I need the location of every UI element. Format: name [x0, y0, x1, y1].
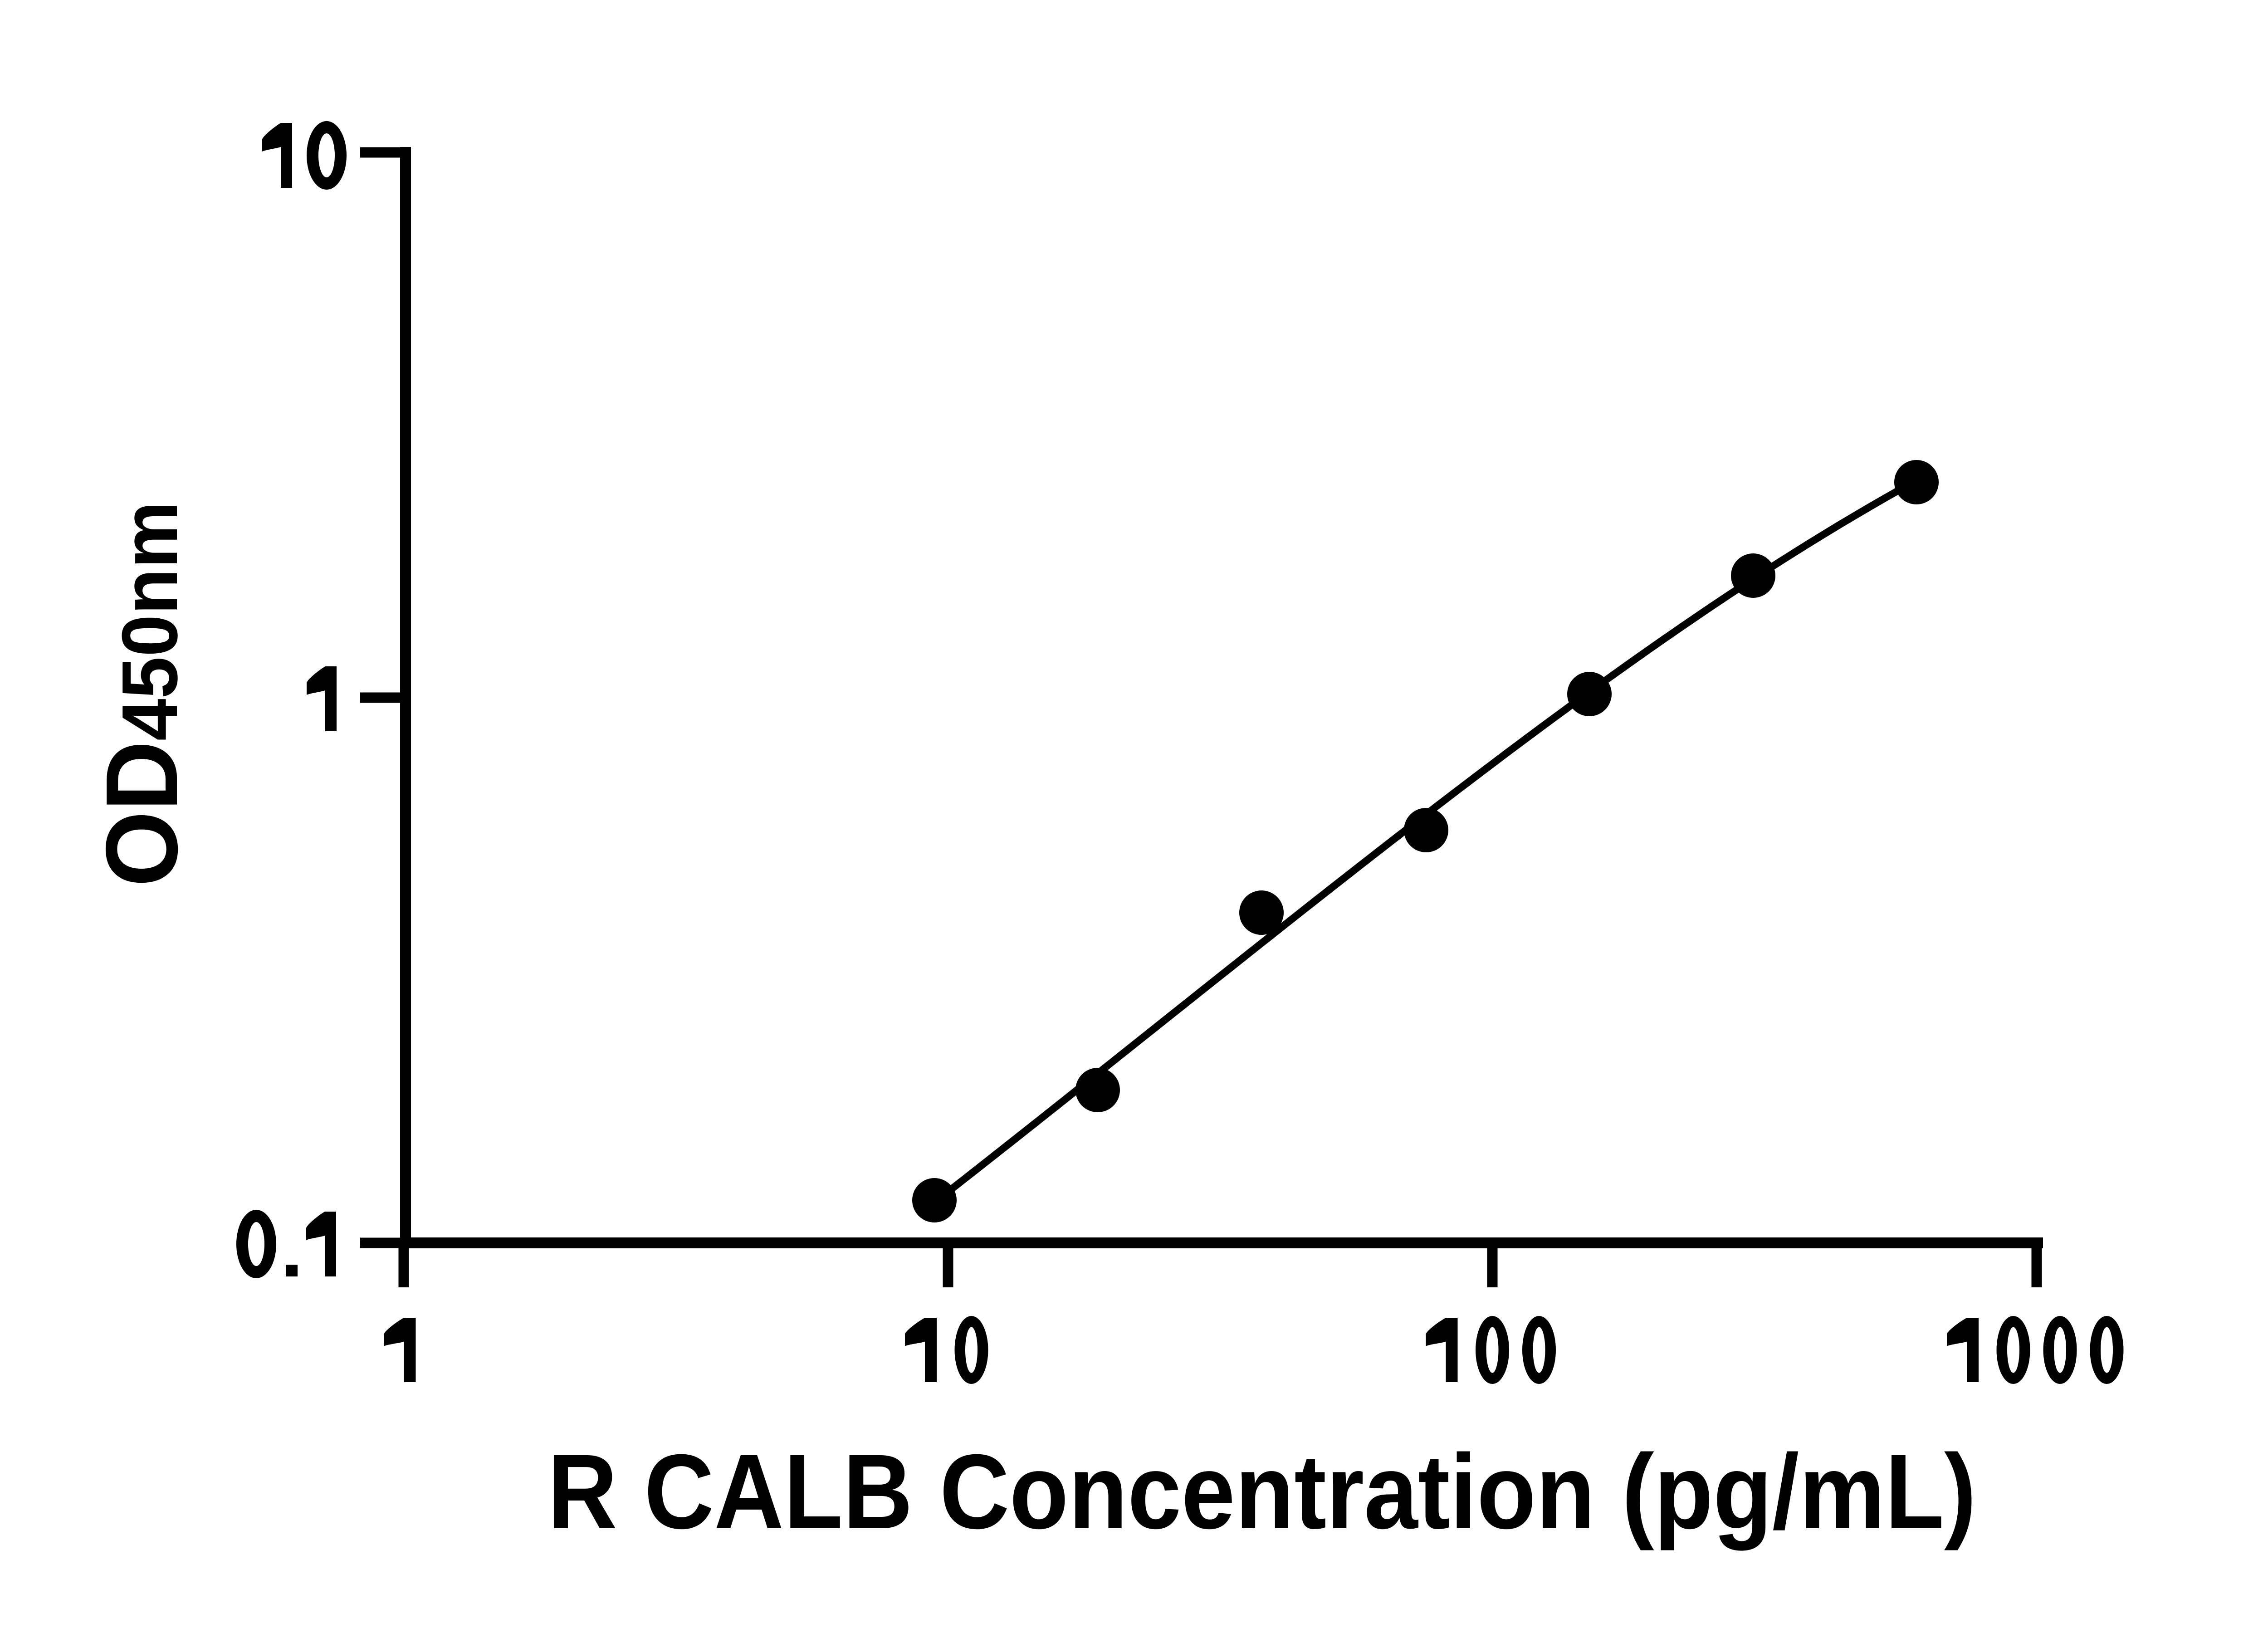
svg-text:R CALB Concentration (pg/mL): R CALB Concentration (pg/mL): [547, 1432, 1976, 1551]
svg-text:OD: OD: [84, 741, 199, 887]
svg-text:450nm: 450nm: [105, 501, 194, 741]
